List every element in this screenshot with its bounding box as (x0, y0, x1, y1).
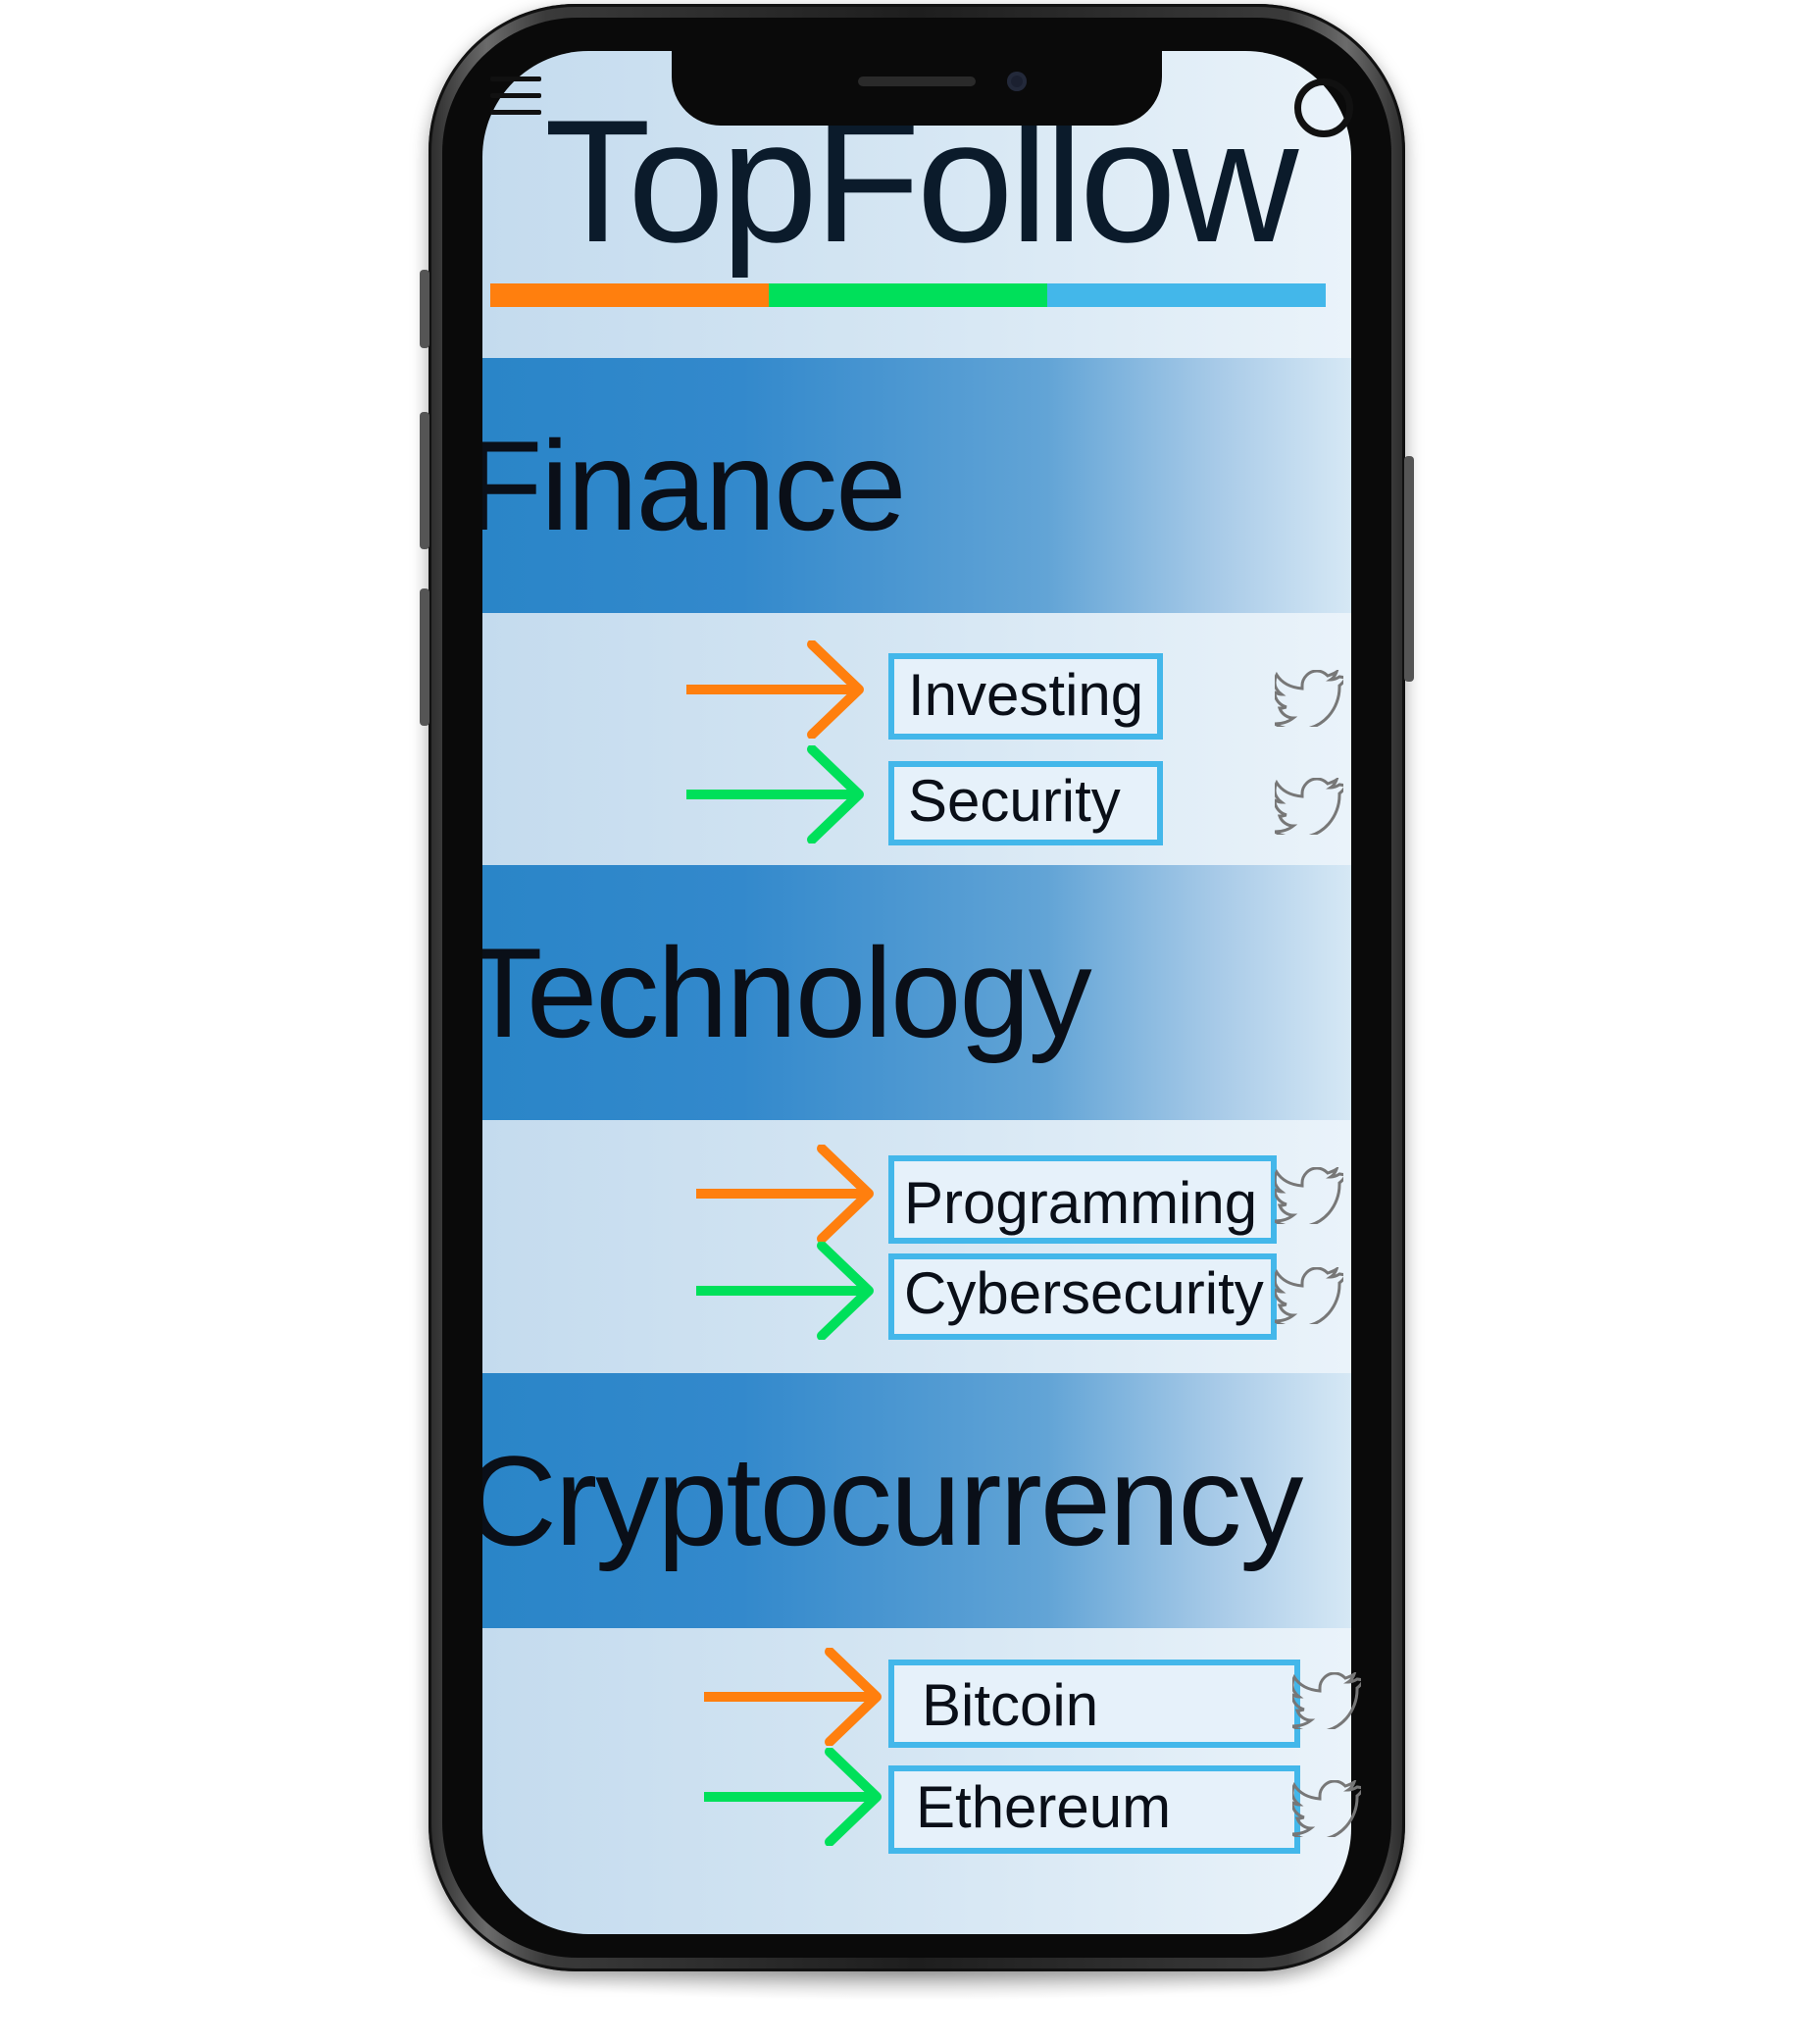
twitter-bird-icon[interactable] (1292, 1780, 1361, 1837)
arrow-right-icon (686, 640, 864, 739)
power-button (1404, 456, 1414, 682)
category-title: Finance (482, 414, 906, 557)
arrow-right-icon (696, 1242, 874, 1340)
category-header-finance[interactable]: Finance (482, 358, 1351, 613)
category-title: Technology (482, 921, 1092, 1064)
menu-icon[interactable] (490, 77, 541, 118)
underline-orange (490, 283, 769, 307)
volume-button-top (420, 270, 429, 348)
topic-tag-investing[interactable]: Investing (888, 653, 1163, 740)
underline-blue (1047, 283, 1326, 307)
title-underline (490, 283, 1326, 307)
arrow-right-icon (704, 1748, 882, 1846)
arrow-right-icon (704, 1648, 882, 1746)
volume-button-middle (420, 412, 429, 549)
category-header-cryptocurrency[interactable]: Cryptocurrency (482, 1373, 1351, 1628)
twitter-bird-icon[interactable] (1275, 778, 1343, 835)
volume-button-bottom (420, 588, 429, 726)
front-camera (1007, 72, 1027, 91)
category-header-technology[interactable]: Technology (482, 865, 1351, 1120)
topic-tag-cybersecurity[interactable]: Cybersecurity (888, 1253, 1277, 1340)
topic-tag-ethereum[interactable]: Ethereum (888, 1765, 1300, 1854)
twitter-bird-icon[interactable] (1275, 1267, 1343, 1324)
twitter-bird-icon[interactable] (1275, 670, 1343, 727)
arrow-right-icon (696, 1145, 874, 1243)
underline-green (769, 283, 1047, 307)
phone-notch (672, 49, 1162, 126)
topic-tag-programming[interactable]: Programming (888, 1155, 1277, 1244)
category-title: Cryptocurrency (482, 1429, 1303, 1572)
search-icon[interactable] (1294, 78, 1353, 137)
topic-tag-security[interactable]: Security (888, 761, 1163, 845)
speaker-grille (858, 77, 976, 86)
twitter-bird-icon[interactable] (1292, 1672, 1361, 1729)
twitter-bird-icon[interactable] (1275, 1167, 1343, 1224)
topic-tag-bitcoin[interactable]: Bitcoin (888, 1660, 1300, 1748)
arrow-right-icon (686, 745, 864, 843)
